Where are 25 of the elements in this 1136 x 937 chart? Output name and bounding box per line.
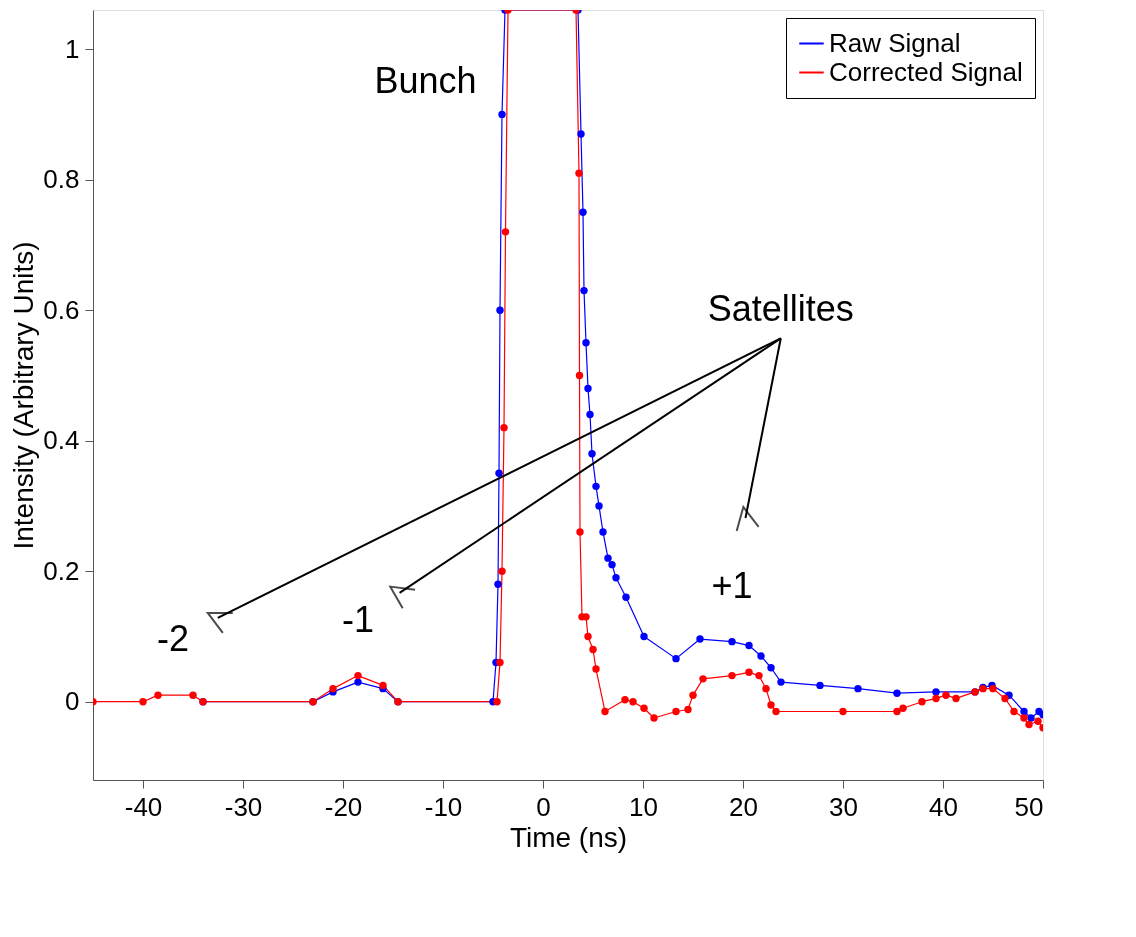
- x-tick-label: 40: [929, 791, 958, 822]
- y-tick-label: 0: [65, 686, 80, 717]
- annotation: Bunch: [374, 59, 477, 101]
- y-tick-label: 0.4: [43, 425, 80, 456]
- x-tick-label: -40: [124, 791, 163, 822]
- x-tick-label: 0: [536, 791, 551, 822]
- annotation: -2: [156, 618, 190, 660]
- annotation: +1: [711, 564, 753, 606]
- x-axis-title: Time (ns): [509, 821, 628, 853]
- y-axis-title: Intensity (Arbitrary Units): [8, 241, 40, 550]
- y-tick-label: 0.8: [43, 164, 80, 195]
- x-tick-label: 20: [729, 791, 758, 822]
- x-tick-label: 30: [829, 791, 858, 822]
- y-tick-label: 0.6: [43, 294, 80, 325]
- x-tick-label: -20: [324, 791, 363, 822]
- x-tick-label: 50: [1014, 791, 1044, 822]
- x-tick-label: -10: [424, 791, 463, 822]
- legend-label: Corrected Signal: [829, 56, 1023, 87]
- x-tick-label: -30: [224, 791, 263, 822]
- legend-label: Raw Signal: [829, 27, 961, 58]
- y-tick-label: 0.2: [43, 555, 80, 586]
- annotation: -1: [341, 598, 375, 640]
- annotation: Satellites: [707, 288, 854, 330]
- x-tick-label: 10: [629, 791, 658, 822]
- y-tick-label: 1: [65, 33, 80, 64]
